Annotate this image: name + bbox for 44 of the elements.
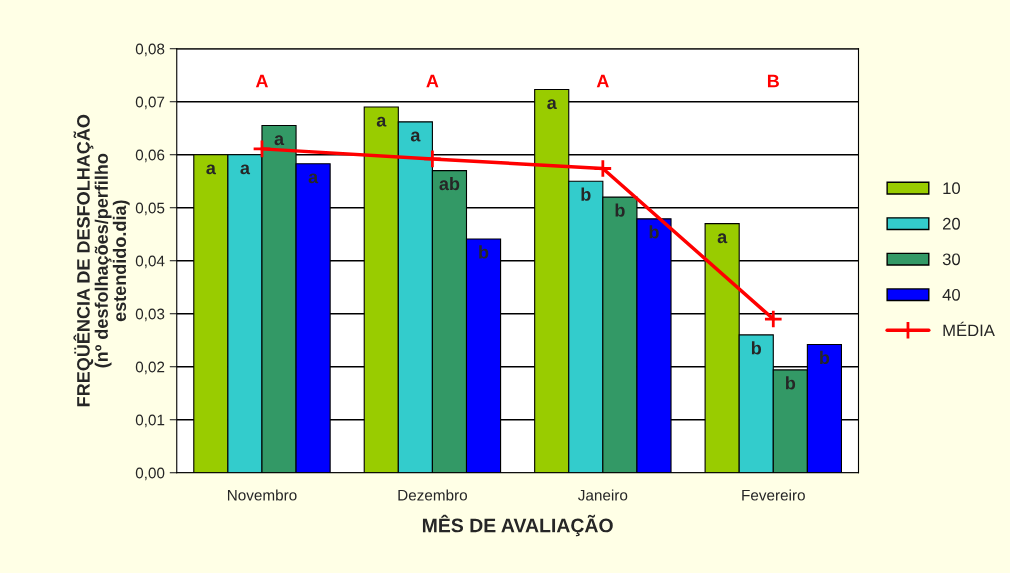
data-label: b [820,350,830,365]
y-axis-title: FREQÜÊNCIA DE DESFOLHAÇÃO (nº desfolhações/perfilho estendido.dia) [73,114,130,407]
data-label: a [410,131,421,142]
y-tick-label: 0,06 [135,149,165,163]
annotation: A [596,74,609,88]
annotation: A [255,74,269,88]
annotation: A [426,74,439,88]
legend-label: 30 [942,253,961,266]
x-axis-title: MÊS DE AVALIAÇÃO [422,514,613,537]
y-tick-label: 0,03 [135,308,165,322]
y-tick-label: 0,05 [135,202,165,216]
data-label: a [206,164,216,175]
x-tick-label: Fevereiro [742,489,805,501]
data-label: b [615,203,625,217]
x-tick-label: Dezembro [398,489,467,501]
annotation: B [767,74,779,88]
data-label: ab [439,176,460,191]
legend-label: 20 [942,217,961,230]
y-tick-label: 0,08 [135,43,165,57]
point [593,158,613,179]
point [422,149,443,169]
y-tick-label: 0,07 [135,96,165,110]
data-label: a [274,135,285,146]
y-tick-label: 0,04 [135,255,165,269]
legend-label: 40 [942,288,961,301]
data-label: a [240,164,251,175]
data-label: a [547,99,557,110]
y-tick-label: 0,00 [135,467,165,481]
legend-label: 10 [943,182,961,195]
data-label: b [786,376,796,390]
x-tick-label: Novembro [227,489,297,501]
y-tick-label: 0,01 [135,414,165,428]
point [763,309,784,329]
y-tick-label: 0,02 [135,361,165,375]
data-label: a [376,116,387,127]
data-label: b [479,245,489,259]
point [252,139,272,159]
x-tick-label: Janeiro [578,489,628,501]
data-label: b [581,187,591,201]
legend-label: MÉDIA [943,321,995,337]
data-label: a [717,233,728,244]
data-label: b [649,225,659,239]
data-label: b [751,341,762,355]
data-label: a [308,173,319,184]
